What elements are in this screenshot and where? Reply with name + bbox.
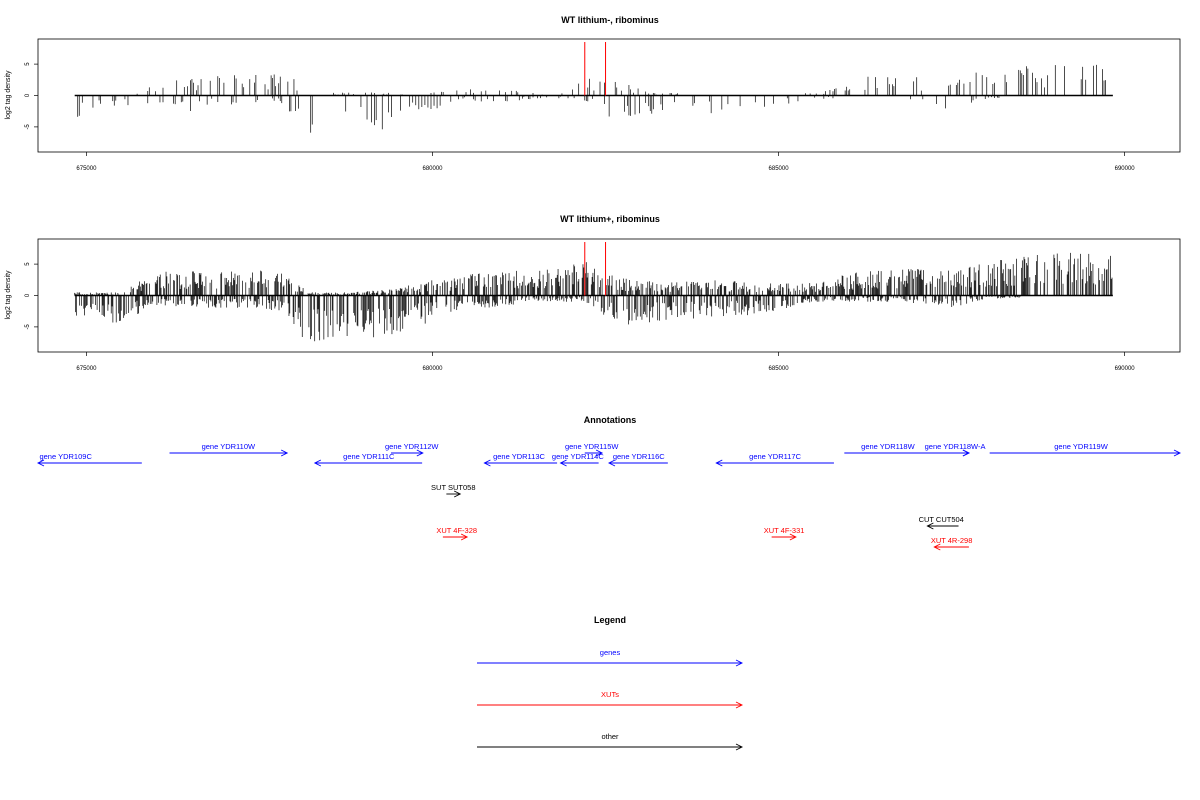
- feature-label: gene YDR118W: [861, 442, 915, 451]
- annotation-feature: gene YDR113C: [483, 452, 558, 467]
- strand-arrowhead: [559, 459, 567, 467]
- strand-arrowhead: [595, 449, 604, 457]
- x-tick-label: 685000: [769, 366, 790, 372]
- legend-arrowhead: [735, 701, 744, 709]
- feature-label: gene YDR116C: [613, 452, 665, 461]
- feature-label: SUT SUT058: [431, 483, 475, 492]
- annotation-feature: XUT 4F-331: [764, 526, 805, 541]
- legend-label: genes: [600, 648, 621, 657]
- legend-item: genes: [477, 648, 744, 667]
- y-tick-label: -5: [25, 124, 31, 130]
- track-panel-lithium-plus: WT lithium+, ribominus log2 tag density …: [5, 214, 1181, 372]
- annotation-feature: gene YDR119W: [989, 442, 1182, 457]
- x-axis: 675000 680000 685000 690000: [76, 352, 1135, 372]
- y-tick-label: 0: [25, 93, 31, 97]
- x-tick-label: 675000: [76, 166, 97, 172]
- annotation-feature: gene YDR116C: [607, 452, 668, 467]
- y-tick-label: 5: [25, 262, 31, 266]
- feature-label: gene YDR119W: [1054, 442, 1108, 451]
- strand-arrowhead: [460, 533, 469, 541]
- y-tick-label: 5: [25, 62, 31, 66]
- strand-arrowhead: [962, 449, 970, 457]
- annotation-feature: gene YDR118W-A: [925, 442, 986, 457]
- feature-label: gene YDR113C: [493, 452, 545, 461]
- feature-label: gene YDR111C: [343, 452, 395, 461]
- legend-arrowhead: [735, 659, 744, 667]
- strand-arrowhead: [715, 459, 723, 467]
- annotation-feature: gene YDR115W: [565, 442, 619, 457]
- feature-label: gene YDR118W-A: [925, 442, 986, 451]
- strand-arrowhead: [789, 533, 797, 541]
- strand-arrowhead: [313, 459, 322, 467]
- legend-item: other: [477, 732, 744, 751]
- feature-label: CUT CUT504: [919, 515, 964, 524]
- strand-arrowhead: [607, 459, 616, 467]
- legend-items: genes XUTs other: [477, 648, 744, 751]
- feature-label: gene YDR109C: [39, 452, 92, 461]
- strand-arrowhead: [483, 459, 491, 467]
- strand-arrowhead: [933, 543, 941, 551]
- x-tick-label: 690000: [1115, 366, 1136, 372]
- legend-label: other: [601, 732, 619, 741]
- legend-label: XUTs: [601, 690, 619, 699]
- strand-arrowhead: [1173, 449, 1182, 457]
- density-bars: [77, 64, 1106, 133]
- marker-lines: [584, 242, 607, 296]
- strand-arrowhead: [280, 449, 289, 457]
- strand-arrowhead: [416, 449, 424, 457]
- y-tick-label: 0: [25, 293, 31, 297]
- feature-label: gene YDR112W: [385, 442, 439, 451]
- legend-title: Legend: [594, 615, 626, 625]
- legend-item: XUTs: [477, 690, 744, 709]
- y-tick-label: -5: [25, 324, 31, 330]
- strand-arrowhead: [453, 490, 462, 498]
- annotation-feature: CUT CUT504: [919, 515, 964, 530]
- feature-label: XUT 4F-328: [436, 526, 477, 535]
- feature-label: gene YDR117C: [749, 452, 801, 461]
- feature-label: gene YDR115W: [565, 442, 619, 451]
- x-tick-label: 680000: [422, 166, 443, 172]
- strand-arrowhead: [926, 522, 934, 530]
- annotation-feature: XUT 4R-298: [931, 536, 973, 551]
- annotation-feature: gene YDR110W: [169, 442, 289, 457]
- panel-title: WT lithium+, ribominus: [560, 214, 660, 224]
- legend-arrowhead: [735, 743, 744, 751]
- y-axis: -5 0 5: [25, 62, 38, 130]
- x-tick-label: 675000: [76, 366, 97, 372]
- y-axis-label: log2 tag density: [5, 270, 12, 320]
- annotation-feature: gene YDR114C: [552, 452, 604, 467]
- y-axis: -5 0 5: [25, 262, 38, 330]
- x-tick-label: 685000: [769, 166, 790, 172]
- y-axis-label: log2 tag density: [5, 70, 12, 120]
- x-axis: 675000 680000 685000 690000: [76, 152, 1135, 172]
- annotation-track: Annotations gene YDR109C gene YDR110W gene…: [36, 415, 1182, 551]
- legend: Legend genes XUTs other: [477, 615, 744, 751]
- panel-title: WT lithium-, ribominus: [561, 15, 659, 25]
- x-tick-label: 690000: [1115, 166, 1136, 172]
- marker-lines: [584, 42, 607, 96]
- annotations-title: Annotations: [584, 415, 637, 425]
- annotation-feature: SUT SUT058: [431, 483, 476, 498]
- feature-label: gene YDR110W: [202, 442, 256, 451]
- annotation-feature: gene YDR109C: [36, 452, 142, 467]
- feature-label: XUT 4F-331: [764, 526, 805, 535]
- annotation-feature: gene YDR111C: [313, 452, 423, 467]
- annotation-feature: gene YDR112W: [385, 442, 439, 457]
- annotation-feature: gene YDR117C: [715, 452, 834, 467]
- track-panel-lithium-minus: WT lithium-, ribominus log2 tag density …: [5, 15, 1181, 172]
- x-tick-label: 680000: [422, 366, 443, 372]
- annotation-feature: XUT 4F-328: [436, 526, 477, 541]
- density-bars: [74, 252, 1113, 342]
- feature-label: gene YDR114C: [552, 452, 604, 461]
- strand-arrowhead: [36, 459, 45, 467]
- feature-label: XUT 4R-298: [931, 536, 973, 545]
